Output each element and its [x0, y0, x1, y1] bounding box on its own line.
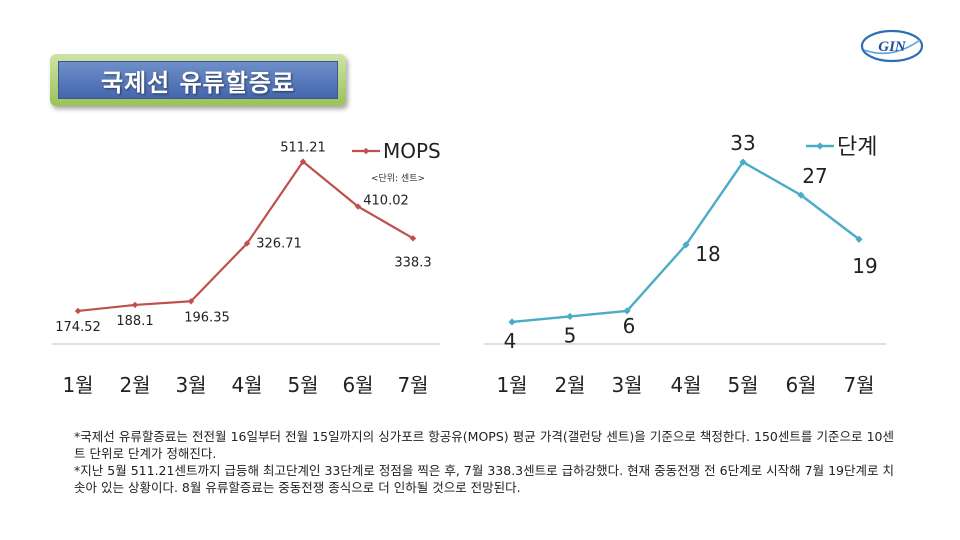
data-label: 174.52	[55, 320, 101, 335]
data-label: 5	[564, 323, 577, 347]
stage-chart: 1월 2월 3월 4월 5월 6월 7월 4 5 6 18 33 27 19 단계	[484, 131, 886, 397]
legend-label: 단계	[837, 135, 877, 160]
title-banner: 국제선 유류할증료	[50, 54, 346, 106]
series-line	[77, 160, 414, 313]
data-label: 326.71	[256, 236, 302, 251]
x-tick-label: 4월	[231, 373, 262, 397]
title-banner-inner: 국제선 유류할증료	[58, 61, 338, 99]
x-tick-label: 1월	[62, 373, 93, 397]
data-point	[682, 241, 690, 249]
x-tick-label: 1월	[496, 373, 527, 397]
legend-marker	[816, 142, 824, 150]
x-tick-label: 2월	[554, 373, 585, 397]
x-tick-label: 5월	[287, 373, 318, 397]
data-label: 27	[802, 164, 827, 188]
data-point	[409, 235, 417, 242]
x-tick-label: 5월	[727, 373, 758, 397]
data-label: 410.02	[363, 194, 409, 209]
unit-note: <단위: 센트>	[371, 173, 425, 184]
data-point	[74, 307, 82, 315]
legend-marker	[362, 147, 370, 155]
data-label: 511.21	[280, 141, 326, 156]
data-point	[855, 235, 863, 243]
x-tick-label: 7월	[397, 373, 428, 397]
logo-text: GIN	[878, 39, 907, 55]
x-tick-label: 3월	[175, 373, 206, 397]
x-tick-label: 6월	[785, 373, 816, 397]
data-label: 4	[504, 329, 517, 353]
x-tick-label: 7월	[843, 373, 874, 397]
data-label: 18	[695, 242, 720, 266]
data-point	[739, 158, 747, 166]
gin-logo: GIN	[860, 29, 924, 63]
data-point	[623, 307, 631, 315]
mops-chart: 1월 2월 3월 4월 5월 6월 7월 174.52 188.1 196.35 326.71 511…	[52, 139, 441, 397]
data-label: 33	[730, 131, 755, 155]
footnotes: *국제선 유류할증료는 전전월 16일부터 전월 15일까지의 싱가포르 항공유…	[74, 428, 894, 496]
data-label: 6	[623, 314, 636, 338]
data-point	[797, 191, 805, 199]
data-point	[299, 158, 307, 165]
data-label: 338.3	[394, 255, 431, 270]
data-point	[354, 203, 362, 210]
x-tick-label: 6월	[342, 373, 373, 397]
slide-title: 국제선 유류할증료	[101, 68, 295, 97]
legend-label: MOPS	[383, 139, 441, 163]
x-tick-label: 2월	[119, 373, 150, 397]
data-point	[508, 318, 516, 326]
data-point	[566, 312, 574, 321]
footnote-2: *지난 5월 511.21센트까지 급등해 최고단계인 33단계로 정점을 찍은…	[74, 463, 894, 495]
data-point	[187, 298, 195, 305]
data-point	[243, 240, 251, 247]
footnote-1: *국제선 유류할증료는 전전월 16일부터 전월 15일까지의 싱가포르 항공유…	[74, 429, 894, 461]
data-label: 188.1	[116, 314, 153, 329]
x-tick-label: 3월	[611, 373, 642, 397]
data-label: 196.35	[184, 310, 230, 325]
data-label: 19	[852, 254, 877, 278]
x-tick-label: 4월	[670, 373, 701, 397]
data-point	[131, 301, 139, 309]
